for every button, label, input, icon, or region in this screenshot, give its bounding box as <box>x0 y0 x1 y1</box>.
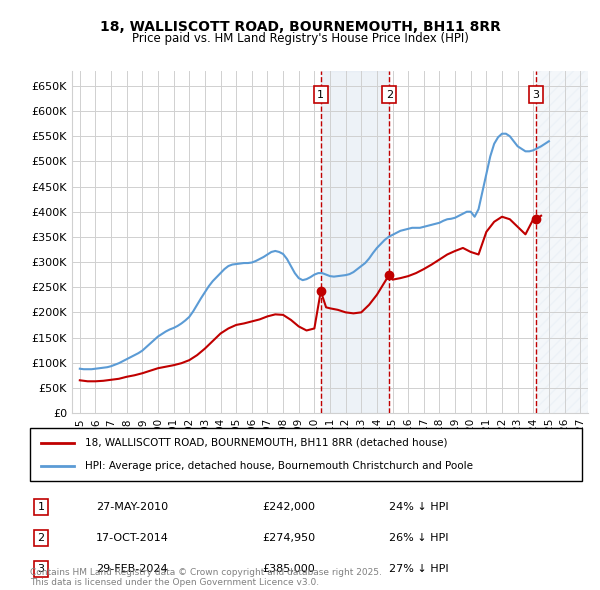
FancyBboxPatch shape <box>30 428 582 481</box>
Text: 1: 1 <box>38 502 44 512</box>
Text: £385,000: £385,000 <box>262 564 314 574</box>
Text: 24% ↓ HPI: 24% ↓ HPI <box>389 502 448 512</box>
Text: 27% ↓ HPI: 27% ↓ HPI <box>389 564 448 574</box>
Text: 26% ↓ HPI: 26% ↓ HPI <box>389 533 448 543</box>
Text: 18, WALLISCOTT ROAD, BOURNEMOUTH, BH11 8RR (detached house): 18, WALLISCOTT ROAD, BOURNEMOUTH, BH11 8… <box>85 438 448 448</box>
Text: Contains HM Land Registry data © Crown copyright and database right 2025.
This d: Contains HM Land Registry data © Crown c… <box>30 568 382 587</box>
Text: 18, WALLISCOTT ROAD, BOURNEMOUTH, BH11 8RR: 18, WALLISCOTT ROAD, BOURNEMOUTH, BH11 8… <box>100 19 500 34</box>
Text: 2: 2 <box>386 90 393 100</box>
Text: 3: 3 <box>532 90 539 100</box>
Text: 2: 2 <box>37 533 44 543</box>
Text: HPI: Average price, detached house, Bournemouth Christchurch and Poole: HPI: Average price, detached house, Bour… <box>85 461 473 471</box>
Text: £242,000: £242,000 <box>262 502 315 512</box>
Text: £274,950: £274,950 <box>262 533 315 543</box>
Text: 3: 3 <box>38 564 44 574</box>
Text: 17-OCT-2014: 17-OCT-2014 <box>96 533 169 543</box>
Bar <box>536 71 588 413</box>
Text: 29-FEB-2024: 29-FEB-2024 <box>96 564 168 574</box>
Text: 1: 1 <box>317 90 324 100</box>
Text: 27-MAY-2010: 27-MAY-2010 <box>96 502 169 512</box>
Text: Price paid vs. HM Land Registry's House Price Index (HPI): Price paid vs. HM Land Registry's House … <box>131 32 469 45</box>
Bar <box>321 71 389 413</box>
